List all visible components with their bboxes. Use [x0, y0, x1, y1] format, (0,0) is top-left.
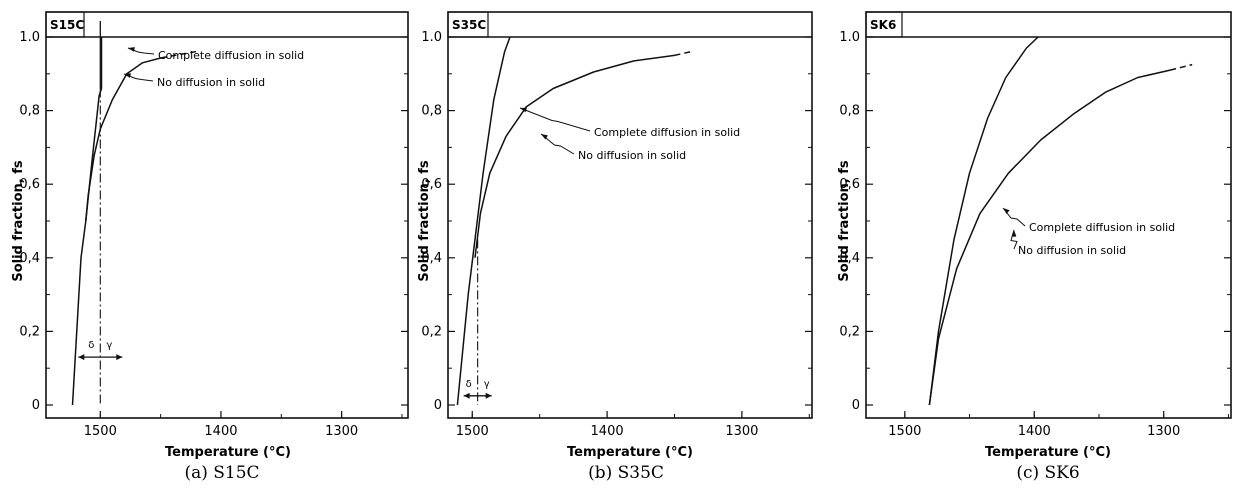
plot-frame — [45, 11, 409, 419]
chart-panel-s15c: S15C 0 0,2 0,4 0,6 0,8 1.0 1500 1400 1300 Temperat… — [11, 11, 409, 483]
y-tick-label: 0,4 — [19, 251, 40, 266]
panel-tag: S15C — [50, 18, 84, 32]
complete-diffusion-curve — [71, 37, 103, 406]
label-arrowhead — [128, 47, 135, 52]
y-tick-label: 1.0 — [839, 30, 860, 45]
x-axis-title: Temperature (°C) — [985, 445, 1111, 460]
complete-diffusion-curve — [928, 36, 1039, 406]
phase-arrowhead-left — [78, 354, 85, 361]
x-tick-label: 1500 — [84, 424, 117, 439]
plot-frame — [865, 11, 1232, 419]
y-tick-label: 0 — [32, 398, 40, 413]
no-diffusion-label: No diffusion in solid — [157, 76, 265, 89]
y-axis-title: Solid fraction, fs — [417, 160, 432, 282]
x-tick-label: 1400 — [591, 424, 624, 439]
y-tick-label: 0,2 — [421, 324, 442, 339]
label-leader — [540, 133, 575, 155]
y-tick-label: 0,8 — [421, 104, 442, 119]
panel-tag: S35C — [452, 18, 486, 32]
complete-diffusion-label: Complete diffusion in solid — [594, 126, 740, 139]
label-arrowhead — [520, 107, 527, 113]
label-arrowhead — [1011, 230, 1017, 237]
y-tick-label: 1.0 — [421, 30, 442, 45]
panel-caption: (b) S35C — [588, 463, 664, 483]
y-tick-label: 0 — [434, 398, 442, 413]
chart-panel-s35c: S35C 0 0,2 0,4 0,6 0,8 1.0 1500 1400 1300 Temperat… — [417, 11, 813, 483]
panel-tag-box — [447, 11, 489, 38]
complete-diffusion-curve — [456, 36, 511, 406]
y-tick-label: 0,4 — [421, 251, 442, 266]
y-tick-label: 0,6 — [839, 177, 860, 192]
delta-label: δ — [88, 340, 94, 351]
label-arrowhead — [1003, 208, 1010, 214]
panel-caption: (a) S15C — [184, 463, 259, 483]
label-arrowhead — [541, 134, 548, 140]
y-tick-label: 0 — [852, 398, 860, 413]
chart-panel-sk6: SK6 0 0,2 0,4 0,6 0,8 1.0 1500 1400 1300 Temperatu… — [837, 11, 1232, 483]
y-tick-label: 0,2 — [19, 324, 40, 339]
no-diffusion-label: No diffusion in solid — [578, 149, 686, 162]
x-axis-title: Temperature (°C) — [165, 445, 291, 460]
no-diffusion-curve — [85, 57, 161, 222]
no-diffusion-extension — [674, 50, 691, 57]
y-tick-label: 0,8 — [19, 104, 40, 119]
y-tick-label: 1.0 — [19, 30, 40, 45]
x-tick-label: 1500 — [456, 424, 489, 439]
gamma-label: γ — [484, 379, 490, 390]
y-tick-label: 0,4 — [839, 251, 860, 266]
panel-tag: SK6 — [870, 18, 896, 32]
x-tick-label: 1400 — [1018, 424, 1051, 439]
y-axis-title: Solid fraction, fs — [837, 160, 852, 282]
label-leader — [519, 107, 591, 132]
y-tick-label: 0,6 — [19, 177, 40, 192]
y-tick-label: 0,8 — [839, 104, 860, 119]
x-axis-title: Temperature (°C) — [567, 445, 693, 460]
x-tick-label: 1400 — [204, 424, 237, 439]
phase-arrowhead-right — [116, 354, 123, 361]
no-diffusion-curve — [928, 69, 1171, 406]
no-diffusion-extension — [1169, 63, 1193, 71]
no-diffusion-label: No diffusion in solid — [1018, 244, 1126, 257]
no-diffusion-extension — [160, 50, 200, 59]
y-tick-label: 0,2 — [839, 324, 860, 339]
no-diffusion-curve — [474, 54, 675, 258]
delta-label: δ — [466, 379, 472, 390]
phase-arrowhead-left — [463, 392, 470, 399]
complete-diffusion-label: Complete diffusion in solid — [158, 49, 304, 62]
x-tick-label: 1500 — [888, 424, 921, 439]
gamma-label: γ — [106, 340, 112, 351]
panel-tag-box — [865, 11, 903, 38]
phase-arrowhead-right — [485, 392, 492, 399]
x-tick-label: 1300 — [325, 424, 358, 439]
plot-frame — [447, 11, 813, 419]
panel-caption: (c) SK6 — [1016, 463, 1079, 483]
complete-diffusion-label: Complete diffusion in solid — [1029, 221, 1175, 234]
x-tick-label: 1300 — [725, 424, 758, 439]
x-tick-label: 1300 — [1147, 424, 1180, 439]
panel-tag-box — [45, 11, 85, 38]
label-arrowhead — [124, 73, 131, 78]
y-axis-title: Solid fraction, fs — [11, 160, 26, 282]
y-tick-label: 0,6 — [421, 177, 442, 192]
